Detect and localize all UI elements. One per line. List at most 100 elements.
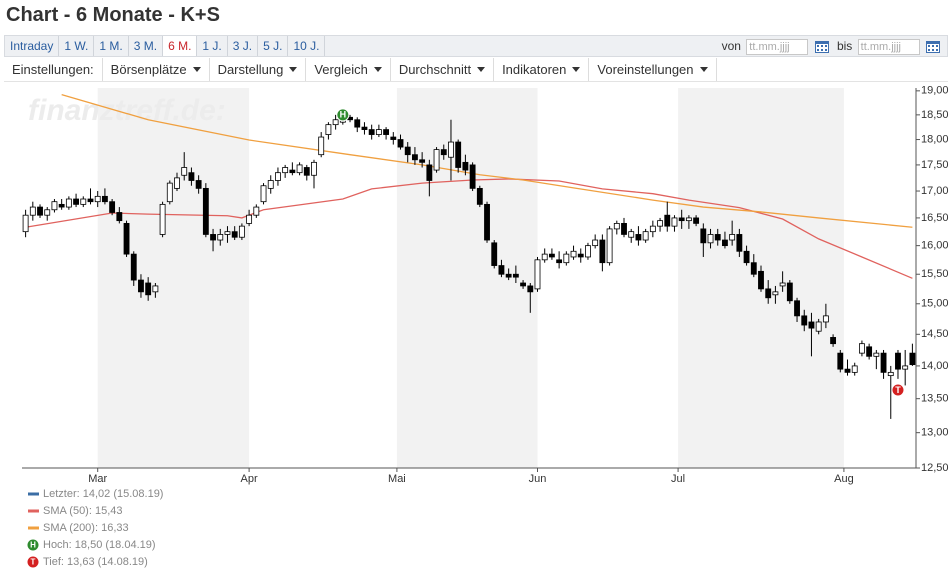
candle-body: [73, 198, 79, 205]
menu[interactable]: Darstellung: [210, 58, 307, 81]
candle-body: [354, 119, 361, 128]
candle-body: [606, 228, 613, 264]
candle-body: [649, 225, 656, 233]
candle-body: [433, 149, 440, 171]
candle-body: [130, 253, 137, 281]
candle-body: [138, 279, 144, 293]
candle-body: [332, 119, 339, 126]
candle-body: [37, 206, 43, 216]
candle-body: [844, 368, 851, 373]
menu[interactable]: Voreinstellungen: [589, 58, 717, 81]
candle-body: [873, 352, 880, 357]
candle-body: [563, 253, 570, 264]
candle-body: [109, 201, 116, 213]
legend-label: Tief: 13,63 (14.08.19): [43, 556, 148, 568]
period-tab[interactable]: 3 M.: [129, 36, 164, 56]
candle-body: [902, 365, 909, 370]
candle-body: [693, 217, 700, 224]
calendar-icon[interactable]: [925, 39, 941, 54]
candle-body: [786, 282, 793, 302]
candle-body: [58, 203, 65, 208]
candle-body: [383, 129, 390, 135]
period-tabs: Intraday 1 W. 1 M. 3 M. 6 M. 1 J. 3 J. 5 J. 10 J…: [4, 35, 948, 57]
candle-body: [116, 212, 123, 222]
marker: [336, 108, 350, 122]
candle-body: [44, 209, 51, 216]
period-tab[interactable]: 10 J.: [288, 36, 326, 56]
date-range: von tt.mm.jjjj bis tt.mm.jjjj: [722, 36, 945, 56]
marker-label: T: [895, 385, 901, 395]
candle-body: [685, 217, 692, 222]
candle-body: [822, 315, 829, 323]
candle-body: [181, 167, 188, 176]
candle-body: [123, 222, 130, 255]
legend-label: Letzter: 14,02 (15.08.19): [43, 488, 163, 500]
y-tick-label: 14,00: [921, 360, 949, 372]
candle-body: [895, 352, 901, 370]
candle-body: [159, 203, 166, 235]
legend-icon-label: T: [31, 558, 36, 567]
candle-body: [29, 206, 36, 216]
candle-body: [253, 206, 260, 216]
candle-body: [289, 169, 296, 174]
to-input[interactable]: tt.mm.jjjj: [857, 38, 920, 55]
candle-body: [801, 315, 808, 326]
candle-body: [22, 214, 29, 233]
candle-body: [440, 149, 447, 156]
menu[interactable]: Vergleich: [306, 58, 391, 81]
candle-body: [794, 300, 800, 317]
candle-body: [664, 214, 671, 227]
legend-icon: [27, 539, 39, 551]
candle-body: [390, 136, 397, 140]
menu[interactable]: Indikatoren: [494, 58, 590, 81]
sma-line: [61, 94, 913, 228]
candle-body: [714, 234, 721, 241]
candle-body: [462, 161, 469, 171]
menu[interactable]: Durchschnitt: [391, 58, 495, 81]
x-tick-label: Mar: [88, 473, 107, 485]
candle-body: [318, 136, 325, 156]
candle-body: [448, 141, 454, 158]
candle-body: [729, 234, 736, 241]
candle-body: [51, 201, 58, 211]
menu[interactable]: Börsenplätze: [103, 58, 210, 81]
y-tick-label: 12,50: [921, 462, 949, 474]
candle-body: [260, 185, 267, 203]
candle-body: [628, 231, 635, 238]
candle-body: [613, 222, 620, 230]
candle-body: [505, 273, 512, 278]
candle-body: [455, 141, 462, 168]
candle-body: [548, 253, 555, 258]
candle-body: [303, 167, 310, 176]
candle-body: [671, 217, 678, 227]
candle-body: [830, 337, 837, 345]
candle-body: [707, 234, 714, 244]
period-tab[interactable]: 5 J.: [258, 36, 289, 56]
candle-body: [779, 282, 786, 287]
period-tab[interactable]: 1 W.: [59, 36, 95, 56]
candle-body: [837, 352, 844, 370]
marker-label: H: [340, 110, 347, 120]
candle-body: [599, 239, 606, 264]
candle-body: [94, 195, 101, 203]
candle-body: [174, 177, 180, 189]
y-tick-label: 15,00: [921, 298, 949, 310]
period-tab[interactable]: Intraday: [5, 36, 60, 56]
period-tab[interactable]: 6 M.: [163, 36, 198, 56]
candle-body: [282, 167, 289, 174]
candle-body: [361, 126, 368, 130]
period-tab[interactable]: 3 J.: [228, 36, 259, 56]
candle-body: [267, 180, 274, 189]
candle-body: [534, 259, 541, 290]
settings-label: Einstellungen:: [4, 58, 103, 81]
candle-body: [152, 285, 159, 293]
candle-body: [520, 282, 526, 287]
candle-body: [498, 265, 505, 275]
period-tab[interactable]: 1 M.: [94, 36, 129, 56]
calendar-icon[interactable]: [814, 39, 830, 54]
y-tick-label: 14,50: [921, 328, 949, 340]
from-input[interactable]: tt.mm.jjjj: [746, 38, 809, 55]
candle-body: [296, 164, 303, 174]
period-tab[interactable]: 1 J.: [197, 36, 228, 56]
y-tick-label: 15,50: [921, 268, 949, 280]
